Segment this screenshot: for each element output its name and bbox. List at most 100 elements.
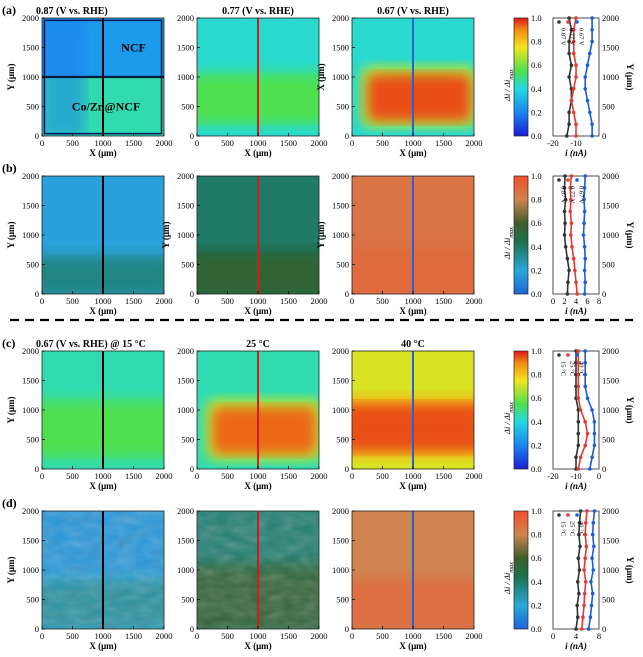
profile-point bbox=[576, 372, 581, 377]
y-tick-label: 500 bbox=[26, 260, 39, 270]
heatmap: 00 500 500 1000 1000 1500 1500 2000 2000 X (μm) Y … bbox=[6, 171, 173, 316]
profile-point bbox=[571, 256, 576, 261]
y-tick-label: 1000 bbox=[22, 565, 39, 575]
profile-x-tick-label: 0 bbox=[551, 296, 555, 306]
heatmap-band bbox=[367, 74, 471, 122]
profile-point bbox=[583, 256, 587, 261]
profile-point bbox=[574, 75, 578, 79]
profile-point bbox=[583, 361, 587, 365]
y-axis-label: Y (μm) bbox=[316, 221, 326, 248]
colorbar-gradient bbox=[513, 350, 529, 470]
x-tick-label: 1500 bbox=[280, 138, 297, 148]
y-tick-label: 1500 bbox=[177, 43, 194, 53]
profile-point bbox=[562, 186, 567, 190]
profile-point bbox=[577, 568, 582, 572]
profile-y-axis-label: Y (μm) bbox=[625, 396, 635, 423]
x-axis-label: X (μm) bbox=[399, 148, 426, 158]
heatmap: NCF Co/Zn@NCF 00 500 500 1000 1000 1500 1500 2000… bbox=[6, 6, 173, 158]
profile-point bbox=[571, 39, 576, 44]
profile-x-tick-label: -20 bbox=[547, 471, 558, 481]
colorbar-tick-label: 1.0 bbox=[531, 346, 542, 356]
colorbar-tick-label: 0.0 bbox=[531, 464, 542, 474]
profile-point bbox=[583, 521, 588, 525]
y-tick-label: 1500 bbox=[332, 536, 349, 546]
profile-point bbox=[575, 292, 579, 296]
colorbar-gradient bbox=[513, 510, 529, 630]
x-axis-label: X (μm) bbox=[89, 148, 116, 158]
profile-point bbox=[562, 233, 567, 237]
profile-point bbox=[588, 110, 592, 115]
x-tick-label: 1000 bbox=[405, 471, 422, 481]
profile-x-tick-label: 0 bbox=[551, 631, 555, 641]
profile-point bbox=[576, 396, 581, 401]
profile-point bbox=[565, 134, 569, 138]
x-tick-label: 2000 bbox=[311, 138, 328, 148]
x-tick-label: 0 bbox=[195, 138, 199, 148]
profile-point bbox=[574, 280, 578, 285]
profile-point bbox=[582, 197, 586, 202]
y-tick-label: 2000 bbox=[177, 13, 194, 23]
profile-point bbox=[563, 174, 567, 178]
profile-point bbox=[569, 233, 573, 237]
profile-point bbox=[574, 455, 578, 460]
y-tick-label: 1000 bbox=[177, 405, 194, 415]
y-tick-label: 0 bbox=[345, 289, 349, 299]
y-tick-label: 0 bbox=[35, 464, 39, 474]
region-label-ncf: NCF bbox=[121, 41, 146, 55]
x-tick-label: 500 bbox=[376, 138, 389, 148]
colorbar-tick-label: 0.6 bbox=[531, 218, 542, 228]
profile-point bbox=[582, 245, 587, 249]
profile-point bbox=[569, 98, 574, 103]
profile-point bbox=[563, 245, 568, 249]
y-tick-label: 2000 bbox=[22, 506, 39, 516]
legend-entry: 0.77 V bbox=[569, 28, 576, 46]
profile-y-tick-label: 500 bbox=[602, 260, 615, 270]
y-tick-label: 0 bbox=[190, 624, 194, 634]
profile-point bbox=[591, 521, 596, 525]
profile-point bbox=[590, 16, 594, 20]
profile-point bbox=[590, 532, 595, 537]
y-tick-label: 2000 bbox=[177, 346, 194, 356]
x-tick-label: 2000 bbox=[156, 138, 173, 148]
colorbar: 0.0 0.2 0.4 0.6 0.8 1.0 Δi / Δimax bbox=[502, 171, 542, 299]
profile-y-tick-label: 1000 bbox=[602, 405, 619, 415]
heatmap: 00 500 500 1000 1000 1500 1500 2000 2000 X (μm) 25… bbox=[177, 339, 328, 491]
heatmap-title: 0.77 (V vs. RHE) bbox=[222, 6, 294, 17]
heatmap-title: 40 °C bbox=[401, 339, 425, 350]
profile-point bbox=[590, 134, 594, 138]
x-tick-label: 0 bbox=[40, 631, 44, 641]
profile-point bbox=[584, 544, 589, 549]
legend-marker bbox=[566, 353, 570, 357]
x-tick-label: 2000 bbox=[311, 471, 328, 481]
x-tick-label: 1500 bbox=[280, 631, 297, 641]
y-tick-label: 1500 bbox=[332, 43, 349, 53]
colorbar-tick-label: 0.0 bbox=[531, 289, 542, 299]
x-tick-label: 1000 bbox=[95, 631, 112, 641]
profile-point bbox=[592, 420, 597, 424]
profile-point bbox=[579, 627, 584, 631]
profile-point bbox=[576, 467, 581, 471]
profile-point bbox=[583, 372, 587, 377]
profile-point bbox=[583, 174, 587, 178]
panel-label: (b) bbox=[2, 161, 17, 175]
x-tick-label: 500 bbox=[221, 471, 234, 481]
colorbar-tick-label: 0.2 bbox=[531, 265, 542, 275]
y-tick-label: 1000 bbox=[332, 230, 349, 240]
y-tick-label: 500 bbox=[336, 260, 349, 270]
legend-marker bbox=[575, 513, 579, 517]
y-tick-label: 1500 bbox=[22, 201, 39, 211]
x-tick-label: 1000 bbox=[95, 296, 112, 306]
heatmap: 00 500 500 1000 1000 1500 1500 2000 2000 X (μm) X … bbox=[316, 6, 483, 158]
legend-entry: 0.67 V bbox=[578, 28, 585, 46]
profile-x-tick-label: 0 bbox=[597, 471, 601, 481]
profile-y-tick-label: 0 bbox=[602, 289, 606, 299]
profile-point bbox=[591, 568, 596, 572]
heatmap: 00 500 500 1000 1000 1500 1500 2000 2000 X (μm) Y … bbox=[316, 171, 483, 316]
profile-point bbox=[567, 268, 571, 273]
profile-y-tick-label: 1000 bbox=[602, 230, 619, 240]
heatmap-band bbox=[212, 407, 316, 455]
x-axis-label: X (μm) bbox=[244, 306, 271, 316]
panel-row: (a)NCFCo/Zn@NCF0050050010001000150015002… bbox=[2, 3, 635, 158]
